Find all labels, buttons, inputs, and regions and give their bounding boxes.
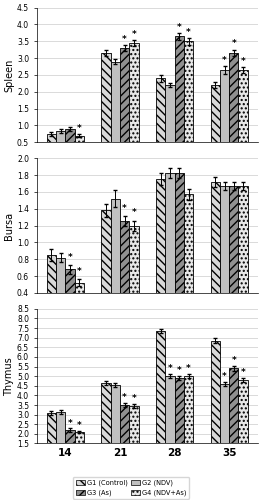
Bar	[184, 376, 193, 472]
Text: *: *	[232, 40, 236, 48]
Bar	[229, 186, 238, 326]
Text: *: *	[132, 30, 136, 39]
Bar	[56, 258, 65, 326]
Bar	[47, 134, 56, 159]
Bar	[220, 70, 229, 159]
Bar	[65, 270, 75, 326]
Text: *: *	[168, 364, 172, 374]
Bar	[111, 385, 120, 472]
Bar	[229, 368, 238, 472]
Bar	[220, 186, 229, 326]
Text: *: *	[132, 394, 136, 404]
Text: *: *	[68, 253, 72, 262]
Bar	[120, 222, 129, 326]
Text: *: *	[177, 22, 182, 32]
Y-axis label: Spleen: Spleen	[4, 58, 14, 92]
Bar	[156, 180, 165, 326]
Bar	[211, 182, 220, 326]
Bar	[120, 405, 129, 472]
Y-axis label: Thymus: Thymus	[4, 357, 14, 396]
Y-axis label: Bursa: Bursa	[4, 212, 14, 240]
Bar	[156, 78, 165, 159]
Bar	[156, 331, 165, 472]
Bar	[65, 430, 75, 472]
Text: *: *	[186, 28, 191, 36]
Bar	[220, 384, 229, 472]
Text: *: *	[241, 368, 245, 378]
Bar	[129, 226, 139, 326]
Bar	[129, 406, 139, 472]
Bar	[174, 378, 184, 472]
Bar	[56, 412, 65, 472]
Bar	[174, 36, 184, 159]
Bar	[238, 70, 248, 159]
Text: *: *	[222, 56, 227, 64]
Bar	[211, 340, 220, 472]
Text: *: *	[122, 394, 127, 402]
Bar	[56, 130, 65, 159]
Bar	[101, 210, 111, 326]
Text: *: *	[122, 204, 127, 213]
Text: *: *	[68, 418, 72, 428]
Text: *: *	[122, 34, 127, 43]
Bar	[184, 194, 193, 326]
Legend: G1 (Control), G3 (As), G2 (NDV), G4 (NDV+As): G1 (Control), G3 (As), G2 (NDV), G4 (NDV…	[73, 477, 189, 498]
Bar	[211, 85, 220, 159]
Text: *: *	[77, 421, 82, 430]
Bar	[65, 129, 75, 159]
Text: *: *	[177, 366, 182, 376]
Bar	[165, 376, 174, 472]
Bar	[101, 53, 111, 159]
Bar	[238, 186, 248, 326]
Bar	[238, 380, 248, 472]
Text: *: *	[132, 208, 136, 217]
Bar	[47, 255, 56, 326]
Bar	[101, 383, 111, 472]
Text: *: *	[241, 57, 245, 66]
Text: *: *	[77, 267, 82, 276]
Text: *: *	[186, 364, 191, 374]
Text: *: *	[222, 372, 227, 381]
Bar	[165, 174, 174, 326]
Bar	[75, 136, 84, 159]
Bar	[129, 43, 139, 159]
Bar	[75, 283, 84, 327]
Bar	[75, 432, 84, 472]
Bar	[120, 48, 129, 159]
Bar	[111, 198, 120, 326]
Bar	[111, 62, 120, 159]
Text: *: *	[77, 124, 82, 133]
Bar	[184, 42, 193, 159]
Bar	[174, 174, 184, 326]
Bar	[165, 85, 174, 159]
Bar	[229, 53, 238, 159]
Text: *: *	[232, 356, 236, 366]
Bar	[47, 412, 56, 472]
